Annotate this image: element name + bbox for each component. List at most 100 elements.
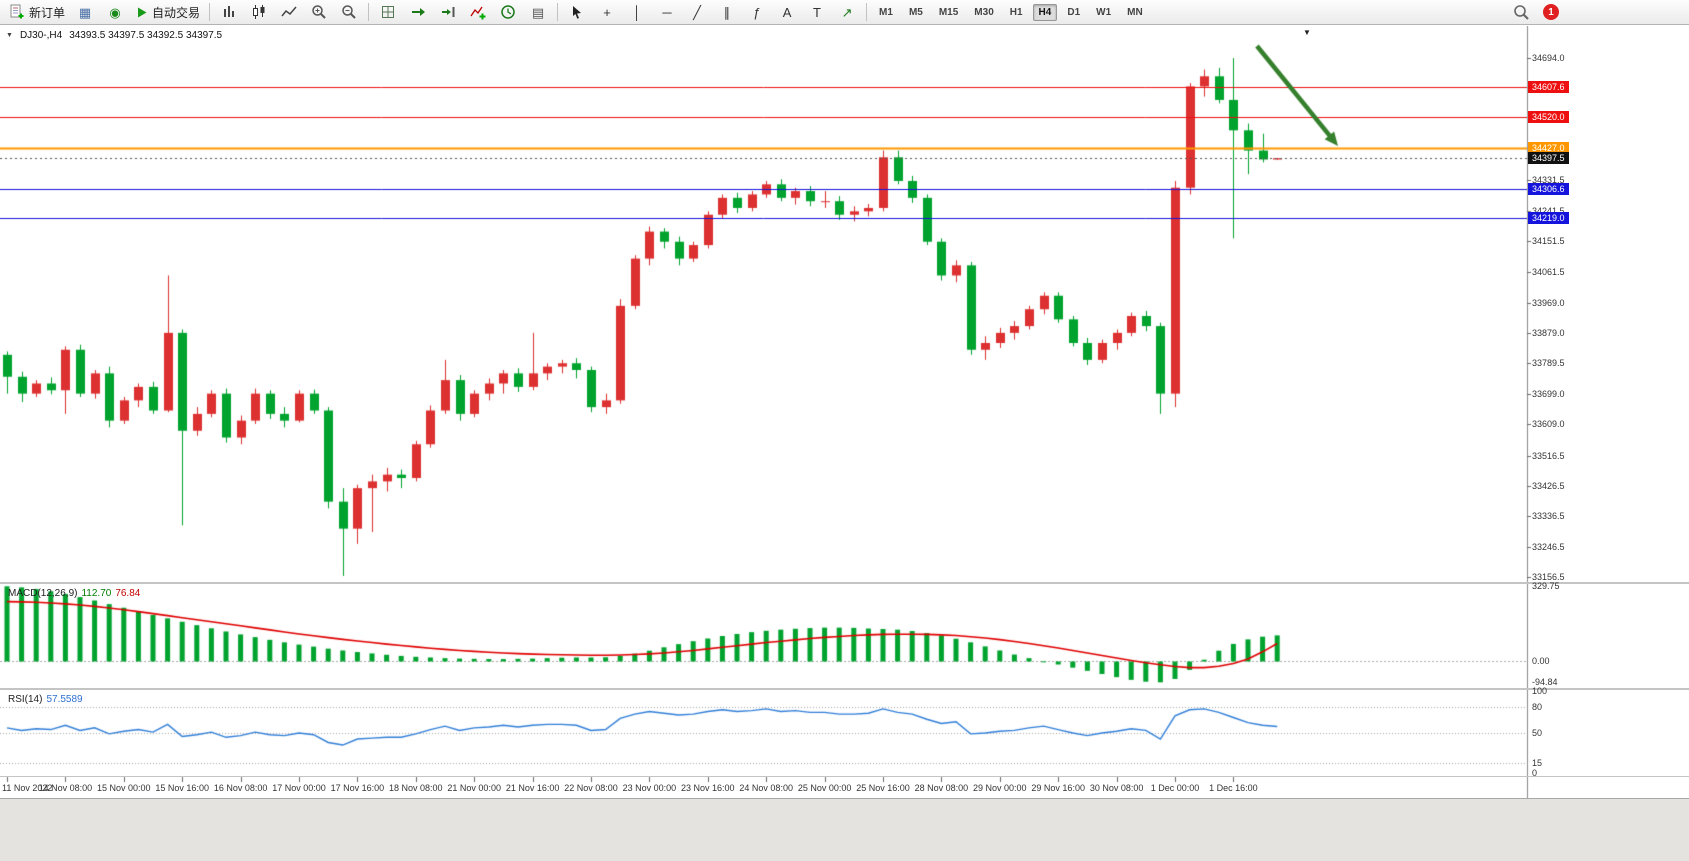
auto-scroll-icon[interactable] [404,1,432,23]
price-axis-label: 34694.0 [1532,53,1565,64]
arrows-icon: ↗ [841,4,853,20]
market-quotes-icon[interactable]: ◉ [101,1,129,23]
pane-separator-rsi[interactable] [0,688,1689,690]
time-axis-label: 16 Nov 08:00 [213,783,268,793]
arrows-icon[interactable]: ↗ [833,1,861,23]
autotrading-button[interactable]: 自动交易 [131,1,204,23]
bar-chart-icon[interactable] [215,1,243,23]
time-axis-label: 24 Nov 08:00 [739,783,793,793]
time-axis-label: 18 Nov 08:00 [389,783,443,793]
candlestick-chart-icon[interactable] [245,1,273,23]
price-axis-label: 33246.5 [1532,541,1565,552]
timeframe-w1[interactable]: W1 [1096,6,1112,18]
price-axis-label: 33426.5 [1532,480,1565,491]
tile-windows-icon[interactable] [374,1,402,23]
line-chart-icon [281,4,297,20]
time-axis-label: 21 Nov 00:00 [447,783,501,793]
timeframe-m30[interactable]: M30 [974,6,994,18]
time-axis-label: 23 Nov 00:00 [622,783,677,793]
templates-icon[interactable]: ▤ [524,1,552,23]
label-icon: T [813,4,821,20]
price-axis-label: 33609.0 [1532,419,1565,430]
pane-separator-macd[interactable] [0,582,1689,584]
time-axis-label: 28 Nov 08:00 [914,783,969,793]
rsi-axis-label: 50 [1532,728,1543,738]
timeframe-m5[interactable]: M5 [908,6,923,18]
channel-icon[interactable]: ∥ [713,1,741,23]
macd-axis-label: 329.75 [1532,581,1560,592]
auto-scroll-icon [410,4,426,20]
time-axis-label: 29 Nov 00:00 [973,783,1027,793]
rsi-axis-label: 100 [1532,686,1548,696]
price-axis-label: 34151.5 [1532,236,1565,247]
channel-icon: ∥ [723,4,731,20]
crosshair-icon[interactable]: + [593,1,621,23]
chart-canvas[interactable] [0,26,1689,798]
timeframe-h4[interactable]: H4 [1032,3,1058,21]
price-axis-label: 33969.0 [1532,297,1565,308]
zoom-in-icon[interactable] [305,1,333,23]
macd-indicator-label: MACD(12,26,9) 112.70 76.84 [8,588,140,599]
chart-shift-icon [440,4,456,20]
ohlc-label: 34393.5 34397.5 34392.5 34397.5 [69,30,223,41]
timeframe-mn[interactable]: MN [1127,6,1143,18]
label-icon[interactable]: T [803,1,831,23]
vertical-line-icon[interactable]: │ [623,1,651,23]
chart-window-icon: ▦ [78,4,92,20]
market-quotes-icon: ◉ [109,4,121,20]
rsi-axis-label: 0 [1532,768,1538,778]
chart-title: ▼ DJ30-,H4 34393.5 34397.5 34392.5 34397… [6,30,222,41]
toolbar: 新订单 ▦ ◉ 自动交易 ▤ + │ ─ ╱ ∥ ƒ A T ↗ M1 M5 M15 M30 H1 H4 D1 W1 MN 1 [0,0,1689,25]
chart-shift-icon[interactable] [434,1,462,23]
periods-icon [500,4,516,20]
price-axis-label: 34241.5 [1532,205,1565,216]
toolbar-separator [209,3,211,21]
zoom-out-icon [341,4,357,20]
one-click-trading-toggle[interactable]: ▼ [6,32,13,39]
current-price-label: 34397.5 [1528,152,1569,165]
notification-badge[interactable]: 1 [1543,4,1559,20]
templates-icon: ▤ [531,4,545,20]
cursor-icon [570,5,584,19]
timeframe-d1[interactable]: D1 [1067,6,1081,18]
search-icon[interactable] [1507,1,1535,23]
time-axis-label: 30 Nov 08:00 [1089,783,1144,793]
new-order-button-label: 新订单 [29,5,66,20]
toolbar-separator [368,3,370,21]
rsi-indicator-label: RSI(14) 57.5589 [8,694,83,705]
horizontal-line-icon: ─ [662,4,672,20]
macd-name: MACD(12,26,9) [8,588,78,599]
timeframe-m1[interactable]: M1 [879,6,893,18]
bottom-panel [0,798,1689,861]
line-chart-icon[interactable] [275,1,303,23]
time-axis-label: 14 Nov 08:00 [38,783,93,793]
fibonacci-icon: ƒ [753,4,761,20]
price-axis-label: 33336.5 [1532,511,1565,522]
crosshair-icon: + [603,4,611,20]
price-line-label: 34306.6 [1528,182,1569,195]
cursor-icon[interactable] [563,1,591,23]
periods-icon[interactable] [494,1,522,23]
fibonacci-icon[interactable]: ƒ [743,1,771,23]
trendline-icon[interactable]: ╱ [683,1,711,23]
chart-window-icon[interactable]: ▦ [71,1,99,23]
price-axis-label: 33789.5 [1532,358,1565,369]
timeframe-h1[interactable]: H1 [1009,6,1023,18]
horizontal-line-icon[interactable]: ─ [653,1,681,23]
macd-axis-label: -94.84 [1532,677,1558,688]
price-axis-label: 34061.5 [1532,266,1565,277]
text-icon[interactable]: A [773,1,801,23]
chart-shift-marker[interactable]: ▼ [1303,28,1311,37]
vertical-line-icon: │ [632,4,642,20]
time-axis-label: 15 Nov 00:00 [97,783,151,793]
autotrading-button-label: 自动交易 [152,5,201,20]
tile-windows-icon [380,4,396,20]
add-indicator-icon[interactable] [464,1,492,23]
zoom-out-icon[interactable] [335,1,363,23]
new-order-icon [9,4,25,20]
toolbar-separator [866,3,868,21]
new-order-button[interactable]: 新订单 [5,1,69,23]
price-axis-label: 33699.0 [1532,388,1565,399]
time-axis-label: 17 Nov 00:00 [272,783,326,793]
timeframe-m15[interactable]: M15 [938,6,959,18]
